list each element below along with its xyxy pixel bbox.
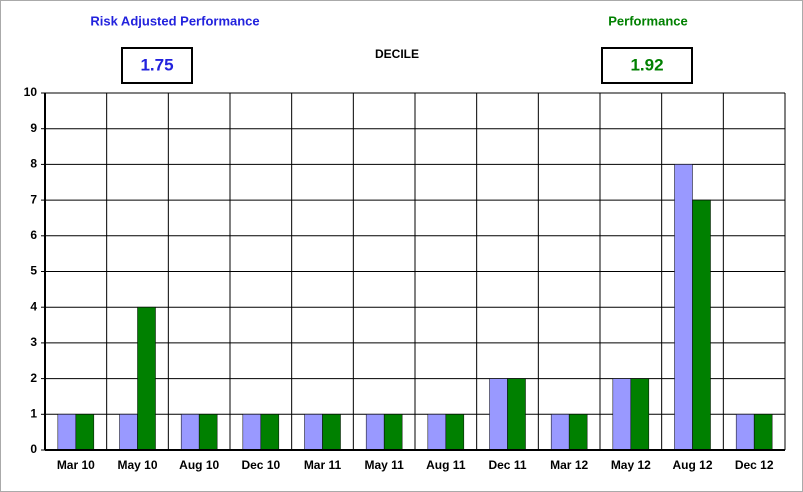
y-tick-label: 8 — [30, 157, 37, 171]
y-tick-label: 6 — [30, 228, 37, 242]
x-tick-label: Aug 11 — [426, 458, 466, 472]
bar — [304, 414, 323, 451]
bar — [383, 414, 403, 451]
bar — [550, 414, 570, 451]
y-tick-label: 4 — [30, 299, 37, 313]
y-tick-label: 9 — [30, 121, 37, 135]
x-tick-label: Aug 12 — [672, 458, 712, 472]
x-tick-label: Dec 12 — [735, 458, 774, 472]
x-tick-label: Aug 10 — [179, 458, 219, 472]
x-tick-label: May 12 — [611, 458, 651, 472]
x-tick-label: Mar 10 — [57, 458, 95, 472]
bar — [180, 414, 200, 451]
bar — [198, 414, 218, 451]
bar — [260, 414, 280, 451]
chart-title: DECILE — [375, 47, 419, 61]
legend-label: Performance — [608, 13, 687, 28]
bar — [322, 414, 341, 451]
summary-value: 1.92 — [630, 55, 663, 74]
x-tick-label: Dec 11 — [488, 458, 526, 472]
summary-value: 1.75 — [140, 55, 173, 74]
x-tick-label: Mar 11 — [304, 458, 342, 472]
bar — [75, 414, 95, 451]
bar — [365, 414, 385, 451]
y-tick-label: 0 — [30, 442, 37, 456]
bar — [507, 378, 526, 451]
bar — [489, 378, 508, 451]
summary-box — [601, 47, 693, 84]
bar — [612, 378, 632, 451]
legend-label: Risk Adjusted Performance — [90, 13, 259, 28]
y-tick-label: 3 — [30, 335, 37, 349]
bar — [674, 164, 693, 451]
bar — [57, 414, 77, 451]
y-tick-label: 7 — [30, 192, 37, 206]
bar — [753, 414, 773, 451]
x-tick-label: Mar 12 — [550, 458, 588, 472]
bar — [119, 414, 138, 451]
bar — [242, 414, 262, 451]
bar — [445, 414, 465, 451]
bar — [427, 414, 447, 451]
x-tick-label: May 10 — [117, 458, 157, 472]
y-tick-label: 2 — [30, 371, 37, 385]
x-tick-label: May 11 — [364, 458, 404, 472]
x-tick-label: Dec 10 — [241, 458, 280, 472]
y-tick-label: 1 — [30, 406, 37, 420]
summary-box — [121, 47, 193, 84]
bar — [568, 414, 588, 451]
bar — [692, 199, 711, 451]
bar — [735, 414, 755, 451]
y-tick-label: 10 — [24, 85, 38, 99]
bar — [630, 378, 650, 451]
bar — [137, 306, 156, 451]
y-tick-label: 5 — [30, 264, 37, 278]
